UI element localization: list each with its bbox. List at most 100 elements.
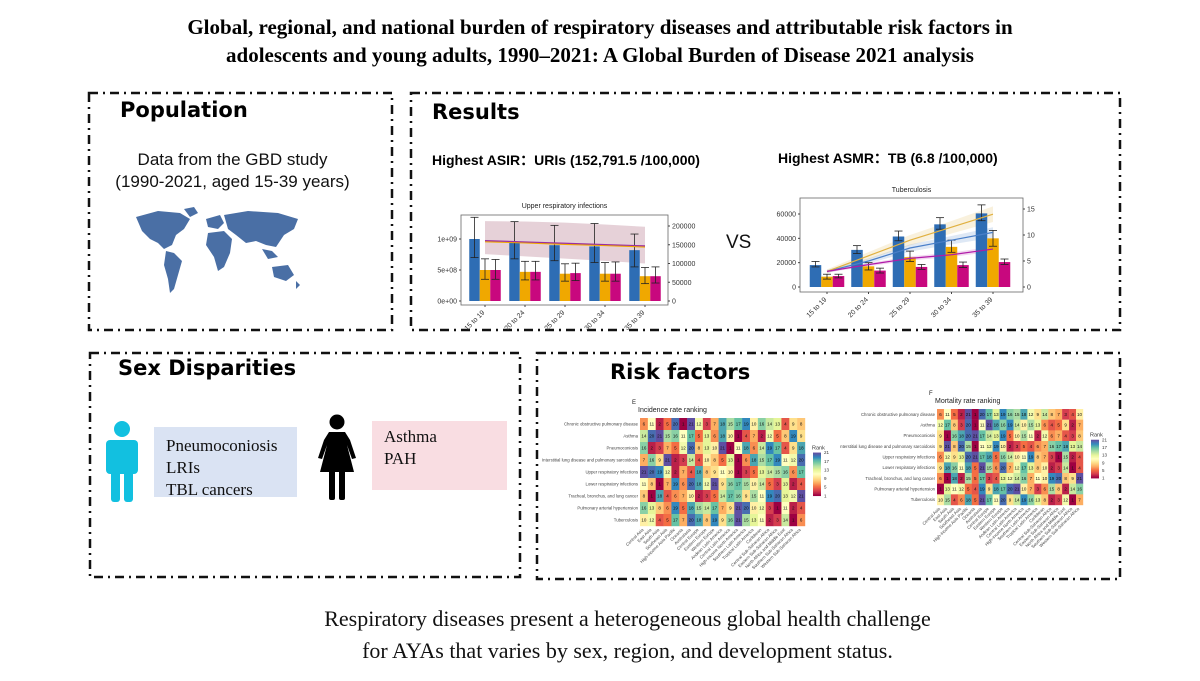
row-label: Pulmonary arterial hypertension [577,506,638,511]
legend-gradient-step [813,472,821,474]
row-label: Tuberculosis [911,497,935,502]
heatmap-cell [687,418,696,431]
heatmap-cell [1062,451,1070,463]
heatmap-cell [702,490,711,503]
cell-value: 17 [799,470,805,475]
heatmap-cell [1034,462,1042,474]
heatmap-cell [1020,451,1028,463]
cell-value: 6 [960,497,963,502]
heatmap-cell [1048,419,1056,431]
cell-value: 7 [1078,497,1081,502]
heatmap-cell [992,409,1000,420]
heatmap-cell [957,441,966,452]
heatmap-cell [710,442,719,455]
legend-gradient-step [813,467,821,470]
cell-value: 16 [783,470,789,475]
heatmap-cell [742,418,751,431]
cell-value: 19 [791,434,797,439]
right-tick-label: 200000 [672,224,695,231]
cell-value: 2 [1009,444,1012,449]
heatmap-cell [726,442,735,455]
heatmap-cell [1006,409,1014,420]
heatmap-cell [718,466,727,479]
heatmap-cell [742,478,751,491]
heatmap-cell [702,442,711,455]
heatmap-cell [1027,462,1035,474]
cell-value: 5 [713,494,716,499]
cell-value: 19 [994,444,1000,449]
heatmap-cell [1062,419,1070,431]
cell-value: 16 [1028,497,1034,502]
cell-value: 14 [767,470,773,475]
cell-value: 19 [1001,412,1007,417]
cell-value: 11 [681,434,686,439]
cell-value: 4 [784,422,787,427]
heatmap-cell [1041,409,1049,420]
heatmap-cell [1041,419,1049,431]
legend-gradient-step [1091,457,1099,459]
heatmap-cell [937,451,945,463]
cell-value: 20 [649,434,655,439]
heatmap-cell [1055,441,1063,452]
heatmap-cell [937,473,945,484]
cell-value: 20 [799,458,805,463]
heatmap-cell [1006,494,1014,506]
cell-value: 1 [939,487,942,492]
cell-value: 7 [1030,487,1033,492]
heatmap-cell [742,466,751,479]
legend-tick-label: 1 [824,493,827,498]
row-label: Interstitial lung disease and pulmonary … [840,444,935,449]
heatmap-cell [1041,473,1049,484]
heatmap-cell [937,430,945,442]
cell-value: 17 [980,476,986,481]
cell-value: 18 [1063,444,1069,449]
heatmap-cell [765,430,774,443]
row-label: Pneumoconiosis [606,446,638,451]
legend-gradient-step [1091,448,1099,450]
heatmap-cell [1027,419,1035,431]
cell-value: 11 [945,412,950,417]
heatmap-cell [789,454,798,467]
title-line-1: Global, regional, and national burden of… [187,15,1013,39]
heatmap-cell [679,418,688,431]
row-label: Pneumoconiosis [903,433,935,438]
heatmap-cell [663,478,672,491]
cell-value: 9 [1064,423,1067,428]
cell-value: 8 [658,506,661,511]
cell-value: 3 [1057,497,1060,502]
legend-gradient-step [1091,474,1099,476]
heatmap-cell [647,478,656,491]
heatmap-cell [789,430,798,443]
heatmap-cell [971,494,979,506]
heatmap-cell [1013,462,1021,474]
legend-gradient-step [1091,457,1099,460]
heatmap-cell [1076,430,1084,442]
cell-value: 21 [720,446,726,451]
heatmap-cell [985,494,993,506]
heatmap-cell [1006,462,1014,474]
cell-value: 17 [775,446,781,451]
cell-value: 4 [658,518,661,523]
cell-value: 6 [800,518,803,523]
heatmap-cell [773,442,782,455]
population-text-1: Data from the GBD study [137,150,328,169]
cell-value: 5 [974,497,977,502]
legend-gradient-step [1091,453,1099,455]
cell-value: 16 [1049,444,1055,449]
x-tick-label: 20 to 24 [504,309,527,330]
heatmap-cell [687,442,696,455]
legend-gradient-step [813,494,821,497]
cell-value: 8 [713,458,716,463]
cell-value: 1 [1071,465,1074,470]
cell-value: 5 [753,470,756,475]
legend-gradient-step [1091,455,1099,457]
heatmap-cell [1027,483,1035,495]
x-tick-label: 25 to 29 [544,309,567,330]
legend-gradient-step [1091,462,1099,465]
legend-gradient-step [813,457,821,460]
cell-value: 15 [744,482,750,487]
cell-value: 16 [759,422,765,427]
heatmap-cell [757,454,766,467]
